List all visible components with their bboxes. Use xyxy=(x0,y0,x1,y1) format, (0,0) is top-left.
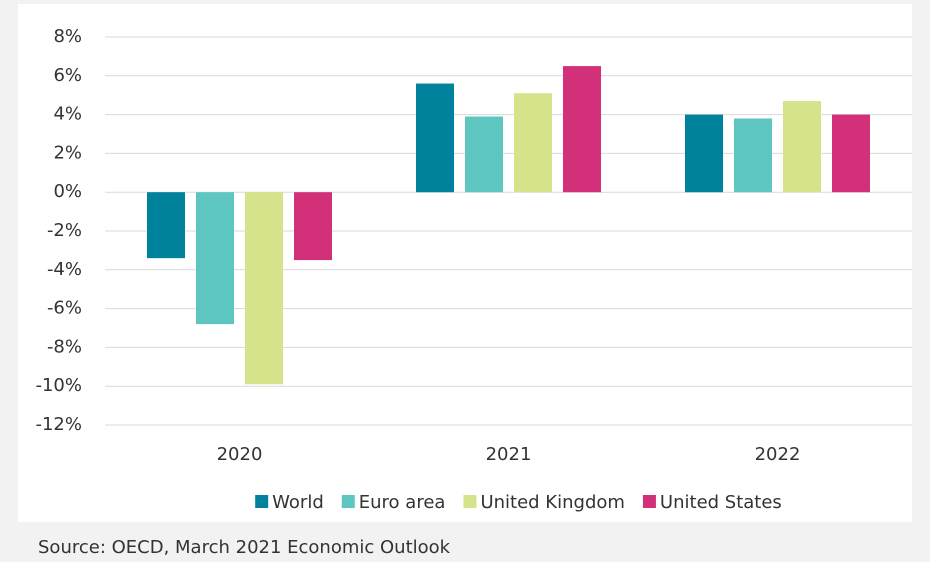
y-tick-label: -8% xyxy=(47,336,82,357)
y-tick-label: 6% xyxy=(53,65,82,86)
bar xyxy=(734,118,772,193)
y-tick-label: -10% xyxy=(35,375,82,396)
y-tick-label: -2% xyxy=(47,220,82,241)
bar xyxy=(294,192,332,261)
bar xyxy=(563,66,601,193)
legend-label: United Kingdom xyxy=(480,492,624,513)
legend-swatch xyxy=(341,495,355,508)
bar xyxy=(465,116,503,193)
y-tick-label: 4% xyxy=(53,104,82,125)
y-tick-label: 2% xyxy=(53,142,82,163)
bar xyxy=(685,114,723,193)
bar xyxy=(416,83,454,193)
legend-swatch xyxy=(463,495,477,508)
x-tick-label: 2020 xyxy=(217,444,263,465)
x-tick-label: 2021 xyxy=(486,444,532,465)
legend-swatch xyxy=(255,495,269,508)
y-tick-label: -4% xyxy=(47,259,82,280)
bar xyxy=(832,114,870,193)
x-tick-label: 2022 xyxy=(755,444,801,465)
chart-background xyxy=(18,4,912,522)
legend-swatch xyxy=(642,495,656,508)
y-tick-label: -6% xyxy=(47,298,82,319)
legend-label: World xyxy=(272,492,324,513)
y-tick-label: -12% xyxy=(35,414,82,435)
legend-label: United States xyxy=(660,492,782,513)
y-tick-label: 0% xyxy=(53,181,82,202)
bar xyxy=(196,192,234,325)
bar xyxy=(514,93,552,193)
legend-label: Euro area xyxy=(359,492,446,513)
bar xyxy=(245,192,283,385)
bar xyxy=(783,101,821,193)
source-note: Source: OECD, March 2021 Economic Outloo… xyxy=(38,537,451,558)
bar xyxy=(147,192,185,259)
y-tick-label: 8% xyxy=(53,26,82,47)
